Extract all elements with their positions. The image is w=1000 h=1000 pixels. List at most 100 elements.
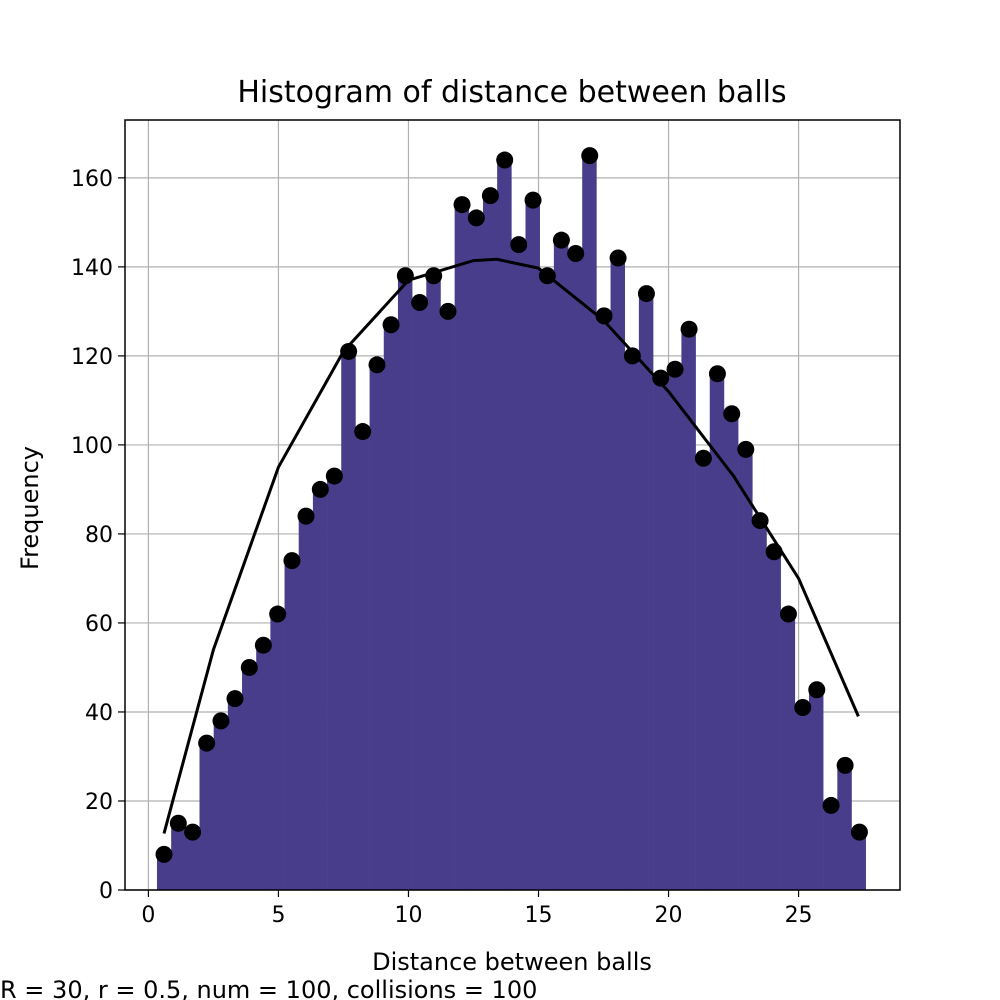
data-point [226, 690, 244, 708]
histogram-bar [412, 302, 427, 890]
histogram-bar [341, 351, 356, 891]
histogram-bar [808, 689, 824, 890]
histogram-bar [156, 854, 172, 890]
data-point [311, 480, 329, 498]
histogram-bar [270, 614, 285, 890]
data-point [198, 734, 216, 752]
y-tick-label: 60 [85, 612, 113, 637]
y-tick-label: 120 [71, 345, 113, 370]
histogram-bar [780, 614, 796, 890]
data-point [467, 209, 485, 227]
histogram-bars [156, 155, 866, 891]
data-point [708, 365, 726, 383]
histogram-bar [312, 489, 328, 890]
histogram-bar [766, 551, 781, 890]
data-point [524, 191, 542, 209]
data-point [254, 636, 272, 654]
data-points [155, 147, 868, 863]
data-point [567, 245, 585, 263]
data-point [637, 285, 655, 303]
data-point [765, 543, 783, 561]
histogram-bar [752, 520, 767, 890]
y-tick-label: 0 [99, 879, 113, 904]
chart-title: Histogram of distance between balls [237, 75, 786, 110]
histogram-bar [369, 364, 385, 890]
data-point [297, 507, 315, 525]
data-point [269, 605, 287, 623]
x-tick-label: 15 [525, 903, 553, 928]
y-axis-label: Frequency [16, 446, 44, 570]
data-point [694, 449, 712, 467]
histogram-bar [185, 832, 200, 890]
y-tick-label: 20 [85, 790, 113, 815]
fit-curve-line [162, 257, 860, 834]
histogram-bar [426, 275, 441, 890]
y-tick-label: 40 [85, 701, 113, 726]
y-tick-label: 100 [71, 434, 113, 459]
data-point [453, 196, 471, 214]
histogram-bar [468, 217, 484, 891]
data-point [439, 302, 457, 320]
y-tick-label: 160 [71, 167, 113, 192]
data-point [623, 347, 641, 365]
data-point [552, 231, 570, 249]
data-point [538, 267, 556, 285]
data-point [680, 320, 698, 338]
data-point [169, 814, 187, 832]
x-tick-label: 10 [394, 903, 422, 928]
x-tick-label: 20 [655, 903, 683, 928]
data-point [652, 369, 670, 387]
data-point [723, 405, 741, 423]
data-point [325, 467, 343, 485]
histogram-bar [738, 449, 753, 890]
histogram-bar [568, 253, 583, 891]
data-point [283, 552, 301, 570]
data-point [411, 293, 429, 311]
histogram-bar [284, 560, 300, 890]
histogram-bar [653, 378, 668, 890]
histogram-bar [256, 645, 271, 890]
data-point [822, 796, 840, 814]
histogram-bar [171, 823, 186, 890]
histogram-bar [213, 720, 229, 890]
histogram-bar [440, 311, 455, 890]
data-point [581, 147, 599, 165]
y-tick-label: 140 [71, 256, 113, 281]
data-point [751, 512, 769, 530]
x-axis-label: Distance between balls [372, 948, 652, 976]
histogram-bar [298, 516, 314, 890]
x-tick-label: 0 [141, 903, 155, 928]
histogram-bar [624, 355, 640, 890]
histogram-bar [596, 315, 611, 891]
data-point [155, 845, 173, 863]
histogram-bar [695, 458, 711, 890]
data-point [240, 658, 258, 676]
histogram-bar [539, 275, 555, 890]
histogram-bar [837, 765, 852, 890]
histogram-bar [355, 431, 370, 890]
histogram-bar [227, 698, 243, 890]
histogram-bar [525, 200, 540, 890]
histogram-bar [681, 329, 696, 890]
histogram-bar [851, 832, 866, 890]
x-tick-label: 25 [785, 903, 813, 928]
data-point [794, 699, 812, 717]
histogram-bar [794, 707, 810, 890]
data-point [496, 151, 514, 169]
histogram-bar [242, 667, 257, 890]
plot-frame [124, 119, 901, 891]
histogram-bar [667, 369, 682, 891]
data-point [850, 823, 868, 841]
fit-curve [162, 257, 860, 834]
data-point [382, 316, 400, 334]
data-point [595, 307, 613, 325]
data-point [836, 756, 854, 774]
histogram-bar [823, 805, 838, 890]
data-point [737, 440, 755, 458]
histogram-bar [383, 324, 399, 891]
data-point [354, 423, 372, 441]
data-point [368, 356, 386, 374]
histogram-bar [199, 743, 214, 890]
histogram-bar [709, 373, 725, 890]
